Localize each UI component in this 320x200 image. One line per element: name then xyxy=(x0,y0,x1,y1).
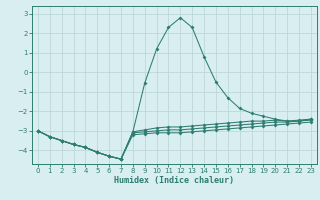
X-axis label: Humidex (Indice chaleur): Humidex (Indice chaleur) xyxy=(115,176,234,185)
